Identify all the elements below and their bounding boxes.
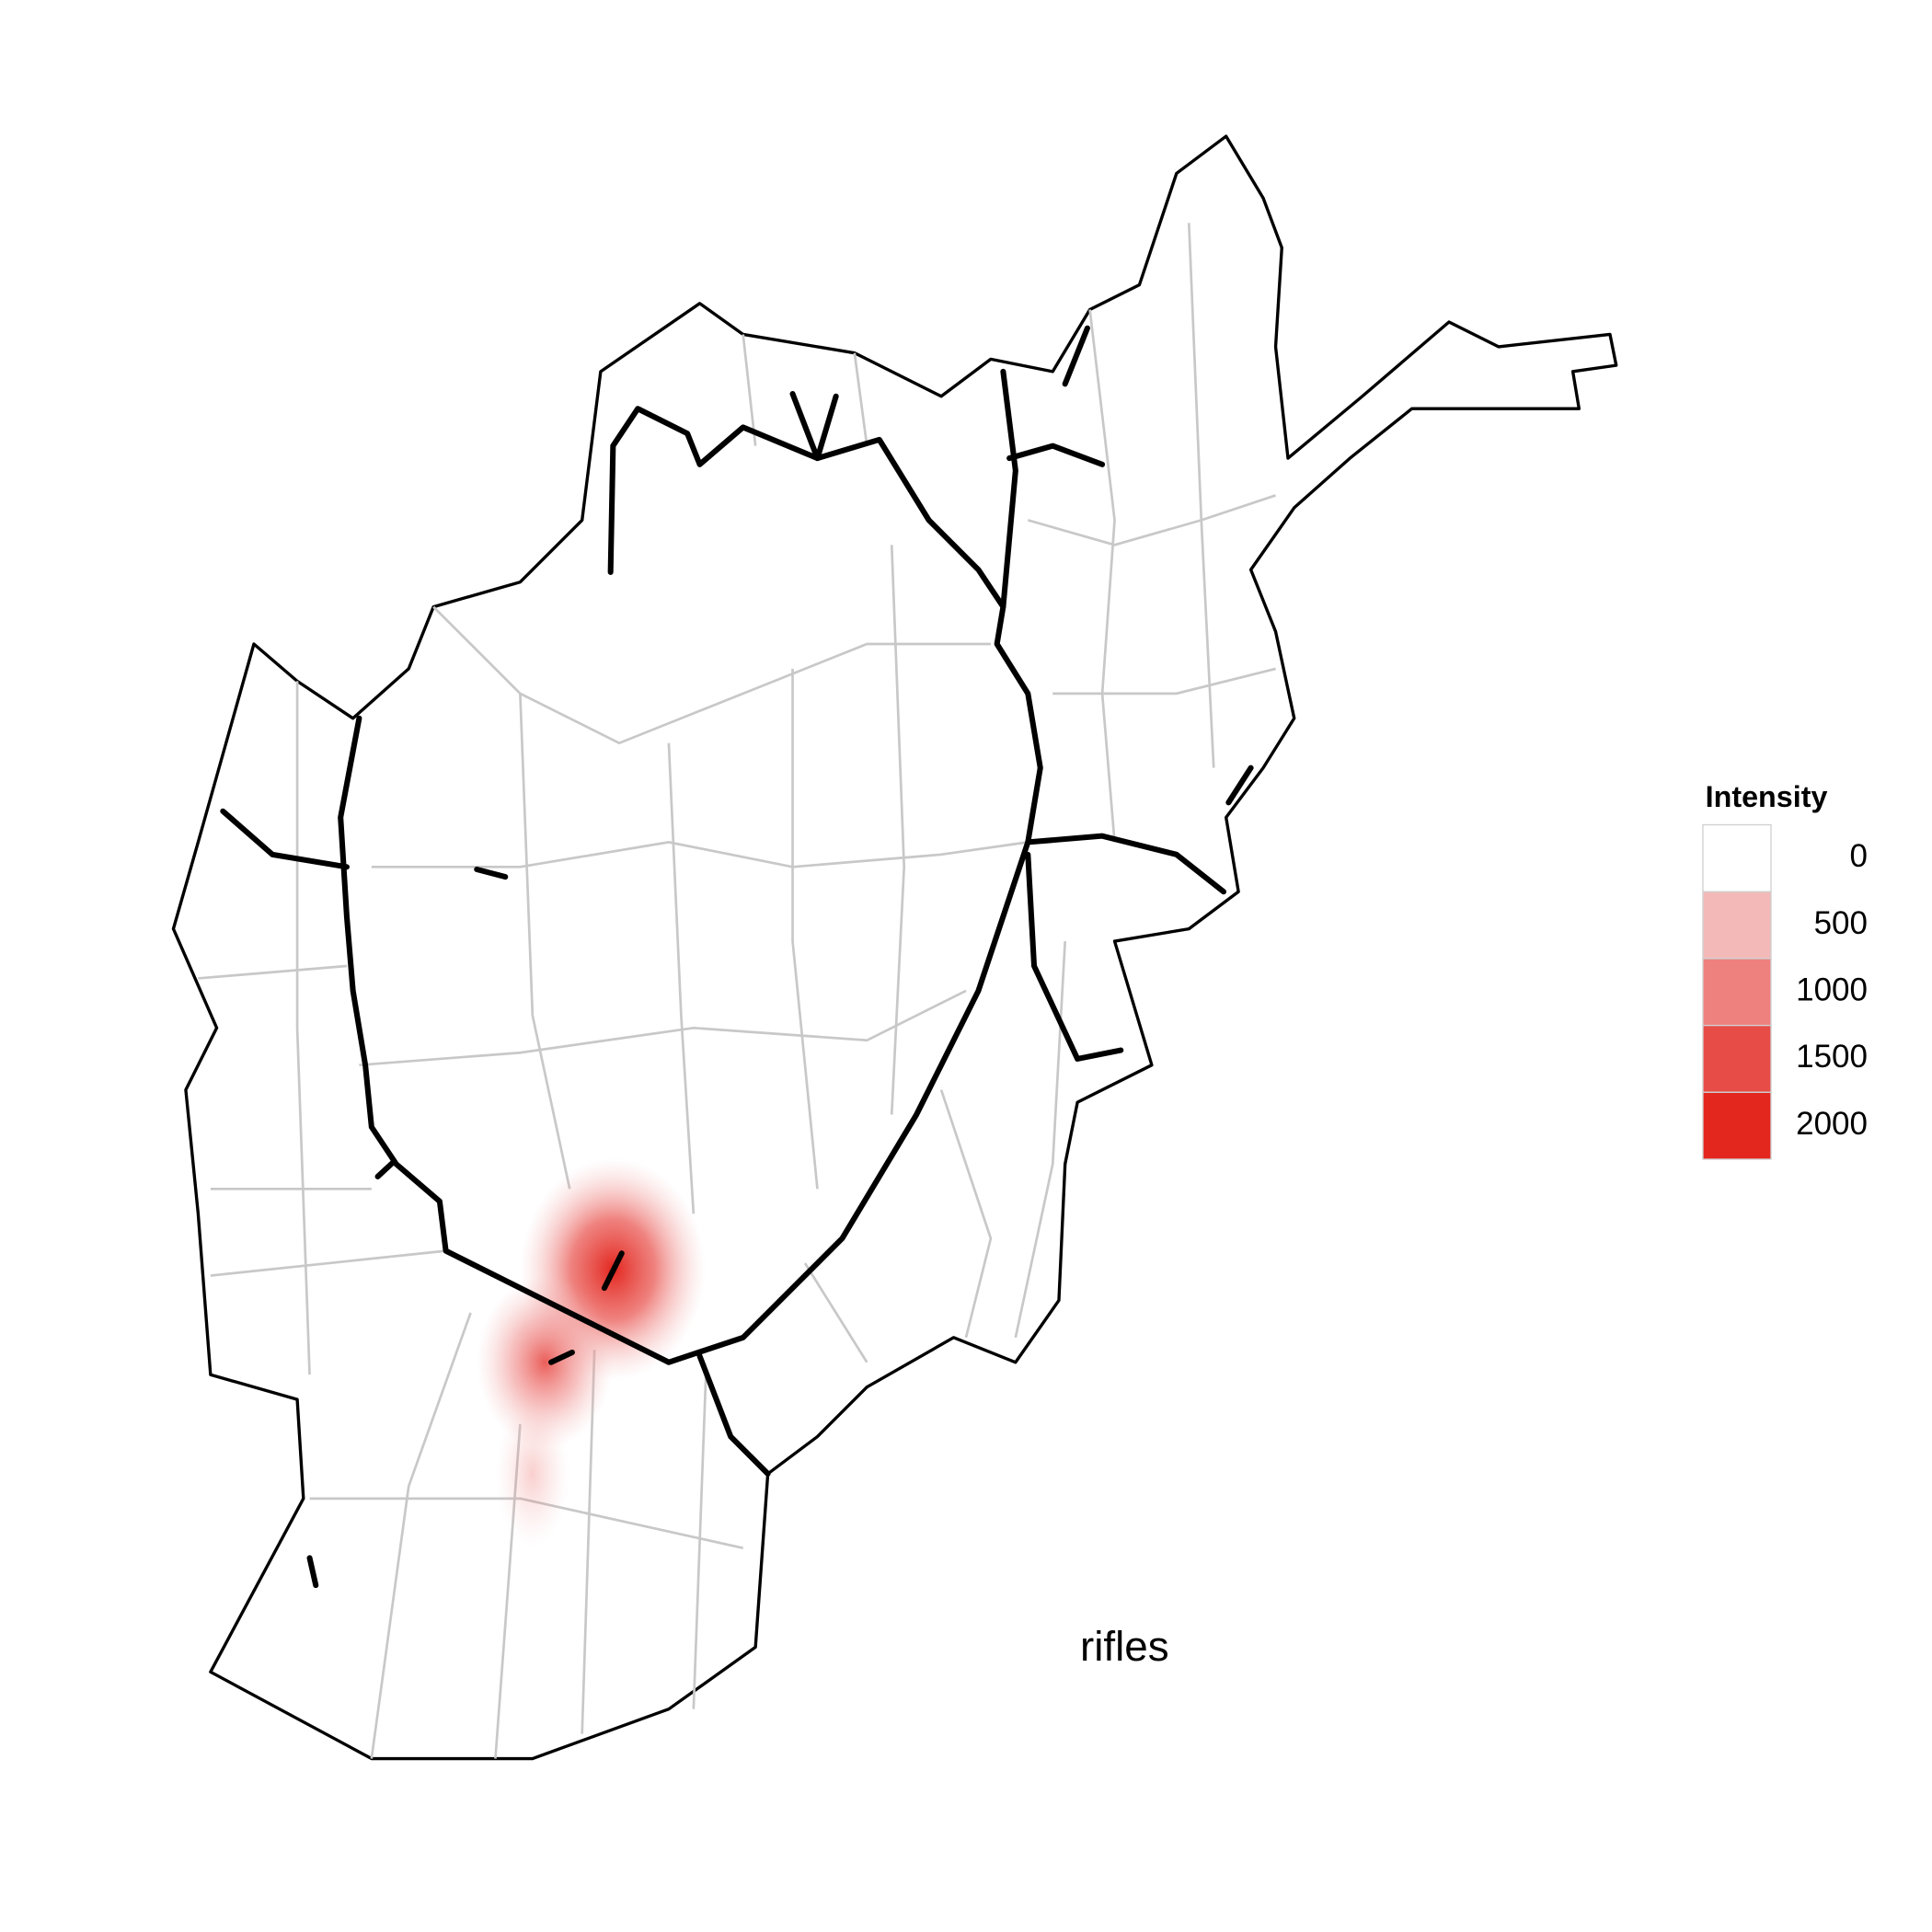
heat-spot <box>495 1399 570 1548</box>
district-borders <box>198 223 1276 1759</box>
legend-swatch <box>1702 891 1772 960</box>
roads <box>220 325 1254 1589</box>
legend: Intensity 0 500 1000 1500 2000 <box>1702 780 1868 1160</box>
legend-swatch <box>1702 1091 1772 1160</box>
legend-swatch <box>1702 823 1772 892</box>
annotation: rifles <box>1080 1623 1169 1670</box>
legend-swatch <box>1702 1024 1772 1093</box>
legend-label: 1500 <box>1796 1039 1868 1075</box>
legend-label: 500 <box>1814 905 1868 941</box>
legend-label: 2000 <box>1796 1106 1868 1142</box>
map <box>171 134 1618 1761</box>
legend-swatch <box>1702 958 1772 1027</box>
country-outline <box>171 134 1618 1761</box>
legend-label: 0 <box>1850 838 1868 874</box>
legend-label: 1000 <box>1796 972 1868 1008</box>
legend-title: Intensity <box>1706 780 1828 813</box>
